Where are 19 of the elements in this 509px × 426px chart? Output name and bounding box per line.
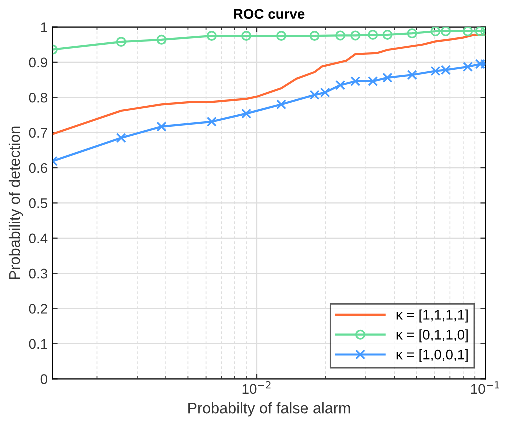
- y-tick-label: 1: [41, 22, 48, 32]
- y-tick-label: 0.1: [29, 339, 48, 350]
- x-tick-label: 10$^{−2}$: [242, 381, 271, 394]
- chart-title: ROC curve: [234, 9, 305, 20]
- x-tick-label: 10$^{−1}$: [471, 382, 500, 394]
- y-tick-label: 0: [40, 374, 48, 384]
- y-axis-title: Probability of detection: [8, 126, 24, 280]
- y-tick-label: 0.6: [29, 163, 48, 174]
- y-tick-label: 0.4: [29, 234, 48, 244]
- legend-label: κ = [0,1,1,0]: [396, 330, 468, 343]
- y-tick-label: 0.3: [29, 268, 48, 279]
- y-tick-label: 0.8: [29, 92, 48, 103]
- y-tick-label: 0.7: [29, 128, 48, 138]
- y-tick-label: 0.9: [29, 58, 48, 68]
- x-axis-title: Probabilty of false alarm: [188, 402, 350, 417]
- legend-label: κ = [1,0,0,1]: [396, 350, 468, 362]
- legend-label: κ = [1,1,1,1]: [396, 310, 468, 323]
- y-tick-label: 0.5: [29, 198, 48, 208]
- y-tick-label: 0.2: [29, 304, 48, 314]
